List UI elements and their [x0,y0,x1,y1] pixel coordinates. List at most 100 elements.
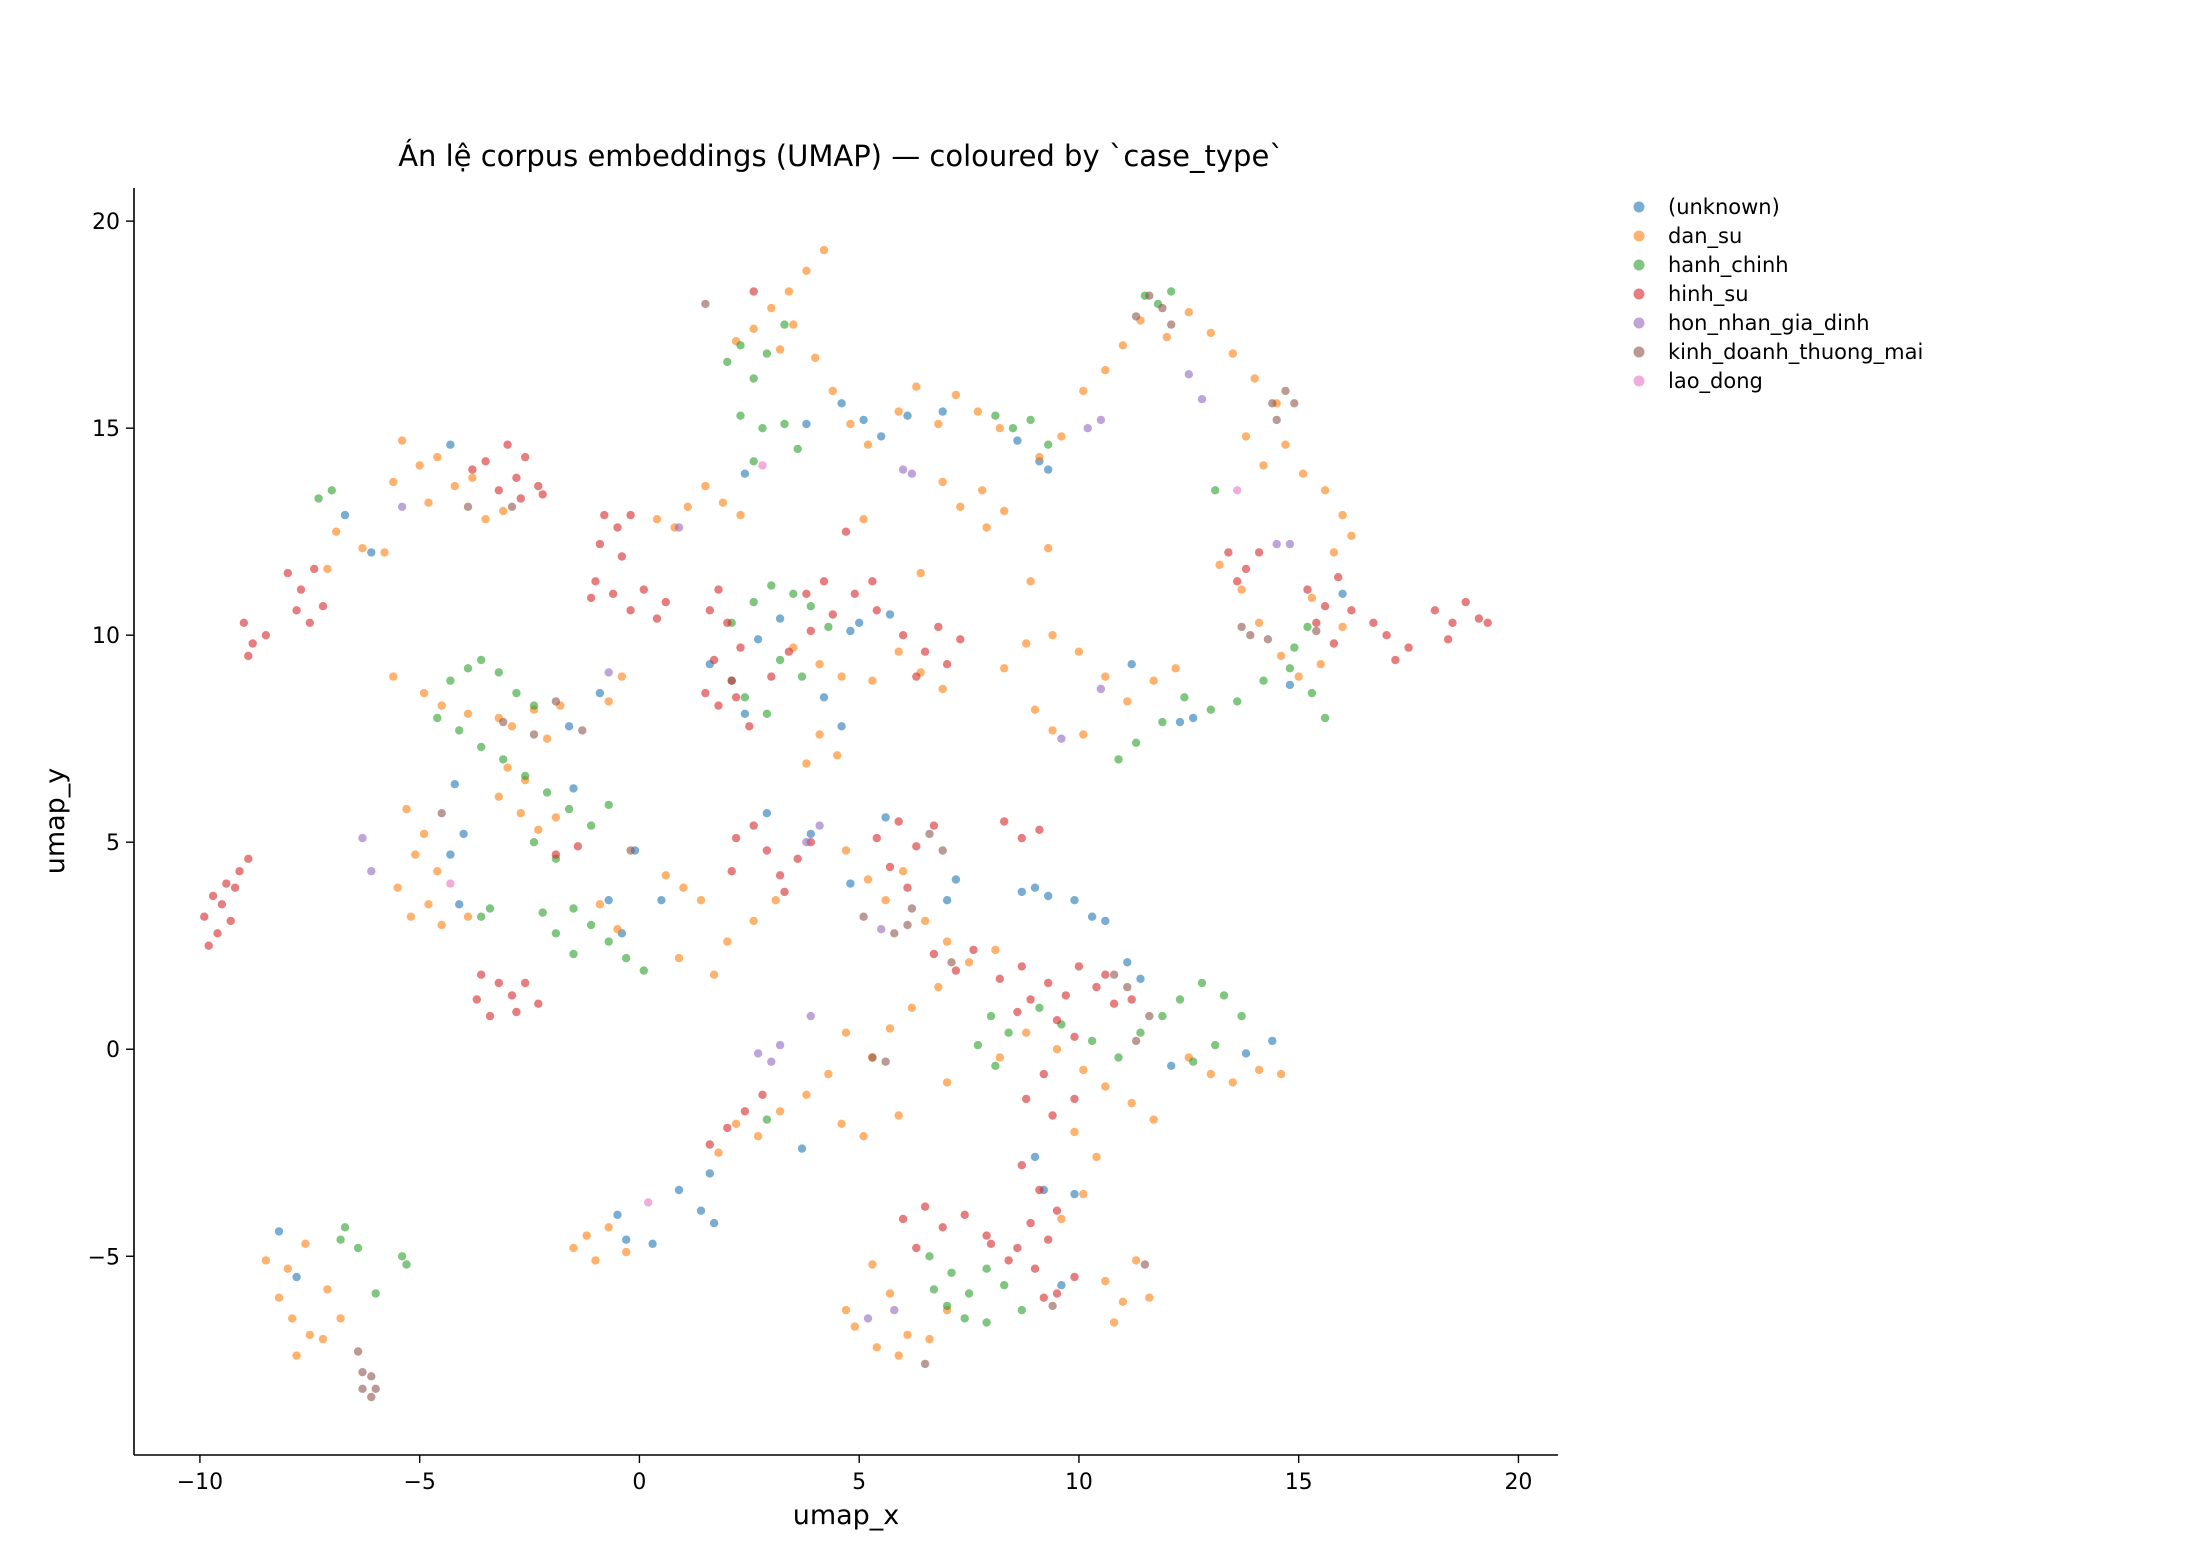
data-point [1303,585,1312,594]
data-point [736,643,745,652]
data-point [964,1289,974,1298]
data-point [305,1330,314,1340]
data-point [1241,564,1251,574]
data-point [323,1285,332,1294]
data-point [701,688,710,698]
data-point [991,1061,1000,1071]
data-point [956,502,965,511]
data-point [358,1368,367,1377]
data-point [1131,738,1141,747]
y-axis-ticks: −5 0 5 10 15 20 [88,210,134,1270]
data-point [1030,883,1040,892]
data-point [753,1132,763,1141]
data-point [626,846,635,855]
data-point [353,1347,363,1356]
data-point [1224,548,1233,557]
data-point [463,502,473,511]
data-point [455,726,464,735]
data-point [604,668,613,677]
data-point [1021,1094,1031,1104]
data-point [850,589,859,598]
data-point [389,672,398,681]
data-point [485,904,495,913]
data-point [521,771,530,781]
data-point [1000,817,1009,826]
data-point [283,568,292,578]
data-point [1272,539,1281,549]
data-point [604,697,613,706]
data-point [762,349,772,358]
data-point [564,722,574,731]
data-point [459,829,468,839]
data-point [1307,688,1317,698]
data-point [942,1078,952,1087]
y-axis-label: umap_y [40,768,71,875]
data-point [1101,366,1110,375]
data-point [1035,1185,1044,1195]
data-point [1030,1264,1040,1273]
data-point [1263,635,1273,644]
data-point [740,693,750,702]
data-point [340,1223,350,1232]
data-point [652,515,662,524]
data-point [1276,651,1286,661]
data-point [995,974,1004,983]
data-point [1096,415,1106,425]
data-point [1259,461,1268,470]
data-point [1145,291,1154,300]
data-point [855,618,864,627]
data-point [1184,308,1194,317]
data-point [1140,1260,1150,1269]
data-point [367,867,376,876]
data-point [982,1264,991,1273]
data-point [1074,647,1084,656]
data-point [885,1024,895,1033]
data-point [1338,589,1347,598]
data-point [1298,469,1308,478]
data-point [604,1223,613,1232]
data-point [802,589,811,598]
data-point [1127,660,1136,669]
data-point [1136,974,1145,983]
data-point [1250,374,1259,383]
data-point [529,838,539,847]
data-point [1118,341,1128,350]
data-point [1101,970,1110,979]
data-point [789,589,798,598]
data-point [942,660,952,669]
data-point [494,792,503,801]
data-point [1237,1011,1246,1021]
data-point [1127,995,1136,1004]
data-point [323,564,332,574]
data-point [850,1322,859,1331]
data-point [1021,639,1031,648]
data-point [859,912,868,921]
data-point [789,320,798,329]
data-point [995,1053,1004,1062]
data-point [1158,717,1167,727]
data-point [1391,655,1400,665]
data-point [1101,1082,1110,1091]
x-tick-label: 10 [1065,1470,1093,1495]
data-point [1268,399,1277,408]
data-point [424,900,433,909]
data-point [512,473,521,482]
data-point [1136,1028,1145,1037]
data-point [1026,577,1035,586]
data-point [925,1334,934,1344]
data-point [819,245,829,255]
legend-marker [1633,201,1645,213]
data-point [1228,349,1238,358]
data-point [1114,755,1123,764]
data-point [749,597,758,607]
data-point [1061,991,1071,1000]
data-point [310,564,319,574]
data-point [868,676,877,685]
data-point [890,1305,899,1315]
data-point [604,896,613,905]
data-point [455,900,464,909]
data-point [1013,436,1022,445]
data-point [503,440,512,449]
data-point [894,647,903,656]
data-point [674,1185,684,1195]
